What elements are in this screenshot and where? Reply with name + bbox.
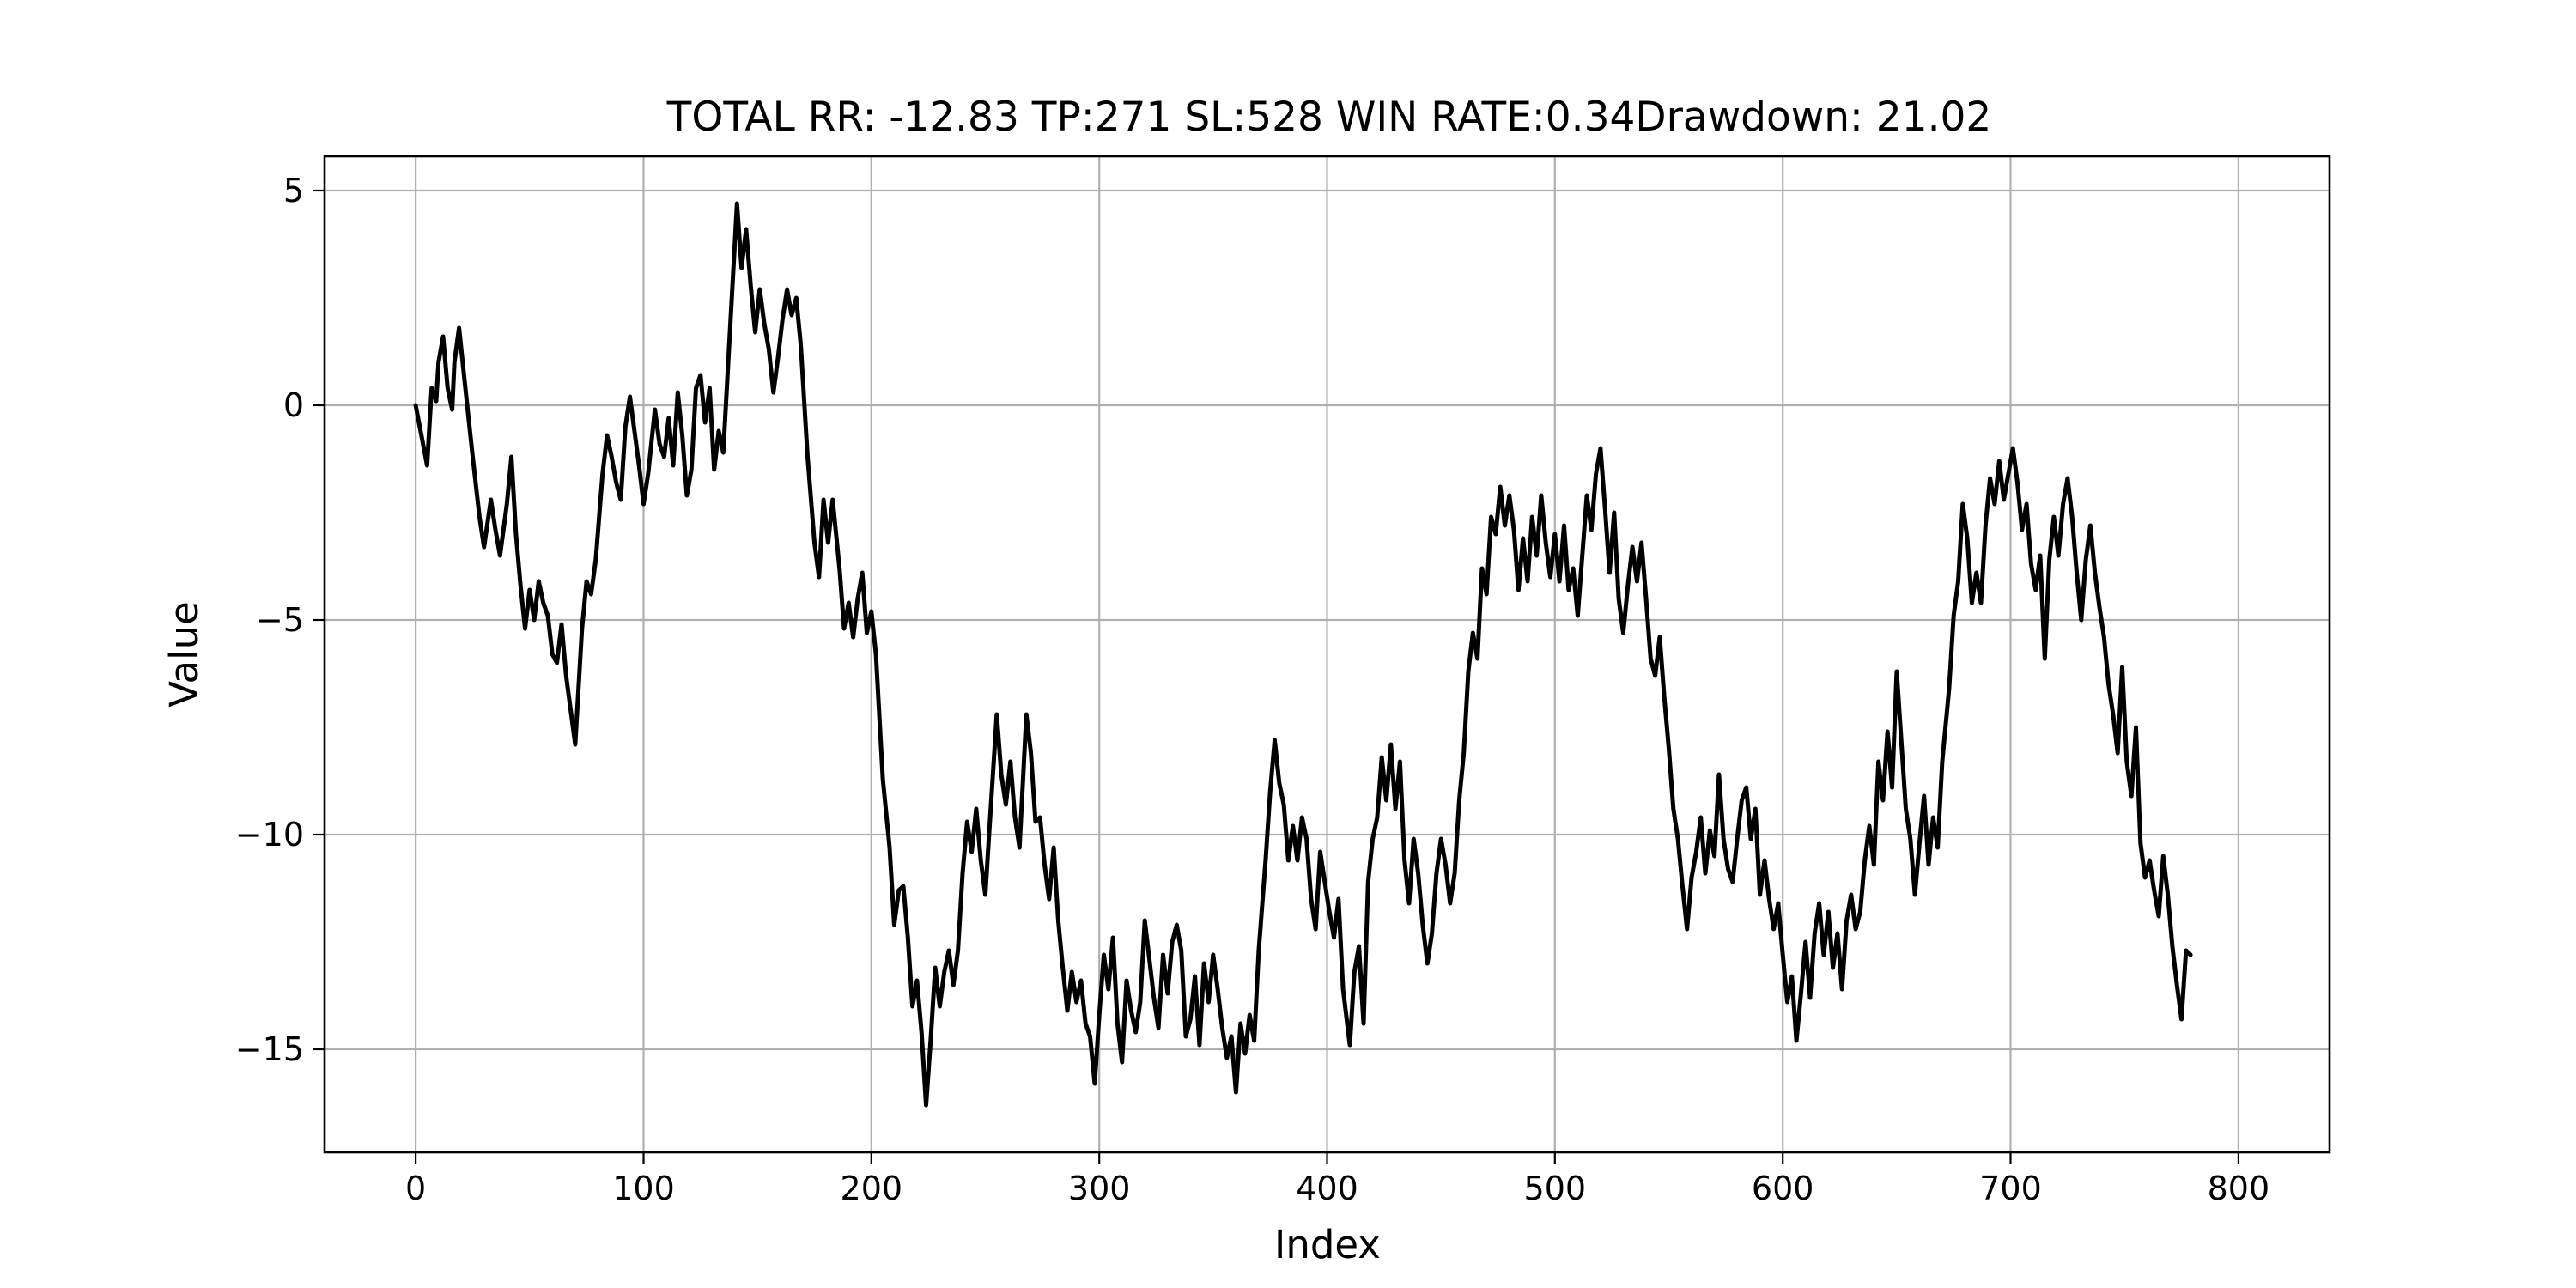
- y-tick-label: −10: [235, 816, 304, 854]
- series-layer: [413, 201, 2193, 1108]
- x-tick-label: 500: [1524, 1170, 1587, 1207]
- axis-ticks: 0 100 200 300 400 500 600 700 800 5 0 −5 −10 −15: [235, 172, 2269, 1207]
- x-tick-label: 700: [1979, 1170, 2042, 1207]
- y-tick-label: −5: [256, 601, 304, 639]
- y-tick-label: 5: [283, 172, 304, 210]
- x-tick-label: 400: [1296, 1170, 1358, 1207]
- y-tick-label: 0: [283, 386, 304, 424]
- x-tick-label: 600: [1752, 1170, 1814, 1207]
- y-tick-label: −15: [235, 1030, 304, 1068]
- grid-lines: [325, 156, 2330, 1152]
- chart-title: TOTAL RR: -12.83 TP:271 SL:528 WIN RATE:…: [666, 94, 1992, 141]
- x-axis-label: Index: [1274, 1222, 1381, 1267]
- series-line-0: [413, 201, 2193, 1108]
- y-axis-label: Value: [161, 601, 207, 708]
- x-tick-label: 200: [841, 1170, 903, 1207]
- x-tick-label: 0: [405, 1170, 426, 1207]
- x-tick-label: 100: [612, 1170, 675, 1207]
- x-tick-label: 800: [2208, 1170, 2270, 1207]
- x-tick-label: 300: [1068, 1170, 1131, 1207]
